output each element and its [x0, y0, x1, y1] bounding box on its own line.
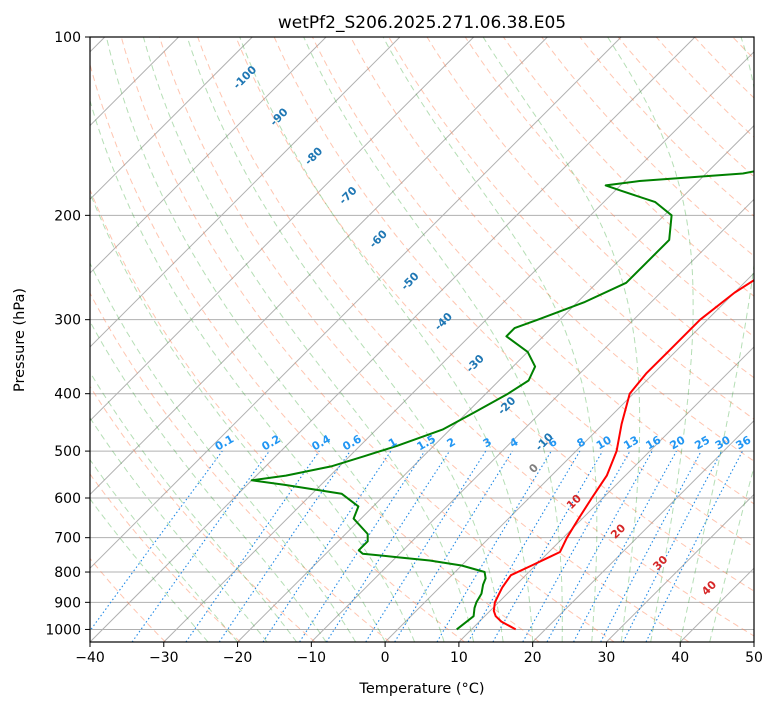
isotherm-line [458, 346, 754, 642]
moist-adiabat-line [105, 37, 445, 642]
dry-adiabat-line [502, 37, 754, 297]
dry-adiabat-line [90, 188, 465, 642]
chart-title: wetPf2_S206.2025.271.06.38.E05 [278, 13, 566, 33]
moist-adiabat-line [239, 37, 534, 642]
dry-adiabat-line [235, 37, 754, 592]
mixing-ratio-line [90, 450, 223, 632]
moist-adiabat-line [709, 465, 754, 642]
isotherm-line [384, 272, 754, 642]
profile-layer [250, 170, 754, 631]
x-tick-label: 50 [745, 650, 763, 666]
x-tick-label: 10 [450, 650, 468, 666]
isotherm-line [90, 37, 401, 348]
dry-adiabat-line [159, 37, 690, 642]
grid-layer [90, 37, 754, 642]
dewpoint-profile-line [250, 170, 754, 631]
mixing-ratio-layer [90, 450, 743, 642]
isotherm-line [90, 37, 475, 422]
mixing-ratio-line [185, 450, 320, 642]
moist-adiabat-line [90, 191, 386, 642]
x-tick-label: −30 [149, 650, 179, 666]
dry-adiabat-layer [90, 37, 754, 642]
y-tick-label: 400 [54, 387, 81, 403]
dry-adiabat-line [273, 37, 754, 548]
temperature-profile-line [492, 278, 754, 631]
moist-adiabat-line [382, 37, 598, 642]
dry-adiabat-line [350, 37, 754, 462]
isotherm-line [90, 37, 548, 496]
plot-frame [89, 36, 755, 643]
y-tick-label: 200 [54, 208, 81, 224]
mixing-ratio-line [394, 450, 513, 642]
dry-adiabat-line [90, 62, 540, 642]
moist-adiabat-line [142, 37, 475, 642]
moist-adiabat-line [90, 498, 209, 642]
x-tick-label: 20 [524, 650, 542, 666]
x-tick-label: −20 [223, 650, 253, 666]
y-tick-label: 700 [54, 531, 81, 547]
y-tick-label: 900 [54, 595, 81, 611]
dry-adiabat-line [388, 37, 754, 420]
dry-adiabat-line [120, 37, 615, 642]
moist-adiabat-line [482, 37, 641, 642]
dry-adiabat-line [90, 385, 316, 642]
moist-adiabat-line [607, 37, 694, 642]
x-tick-label: 0 [381, 650, 390, 666]
mixing-ratio-line [131, 450, 270, 642]
moist-adiabat-line [679, 37, 754, 642]
isotherm-line [237, 124, 754, 642]
isotherm-line [606, 493, 754, 642]
x-tick-label: −10 [297, 650, 327, 666]
y-tick-label: 1000 [45, 622, 81, 638]
mixing-ratio-line [262, 450, 392, 642]
mixing-ratio-line [218, 450, 351, 642]
y-tick-label: 100 [54, 30, 81, 46]
moist-adiabat-line [90, 99, 416, 642]
dry-adiabat-line [90, 292, 391, 642]
dry-adiabat-line [464, 37, 754, 338]
dry-adiabat-line [311, 37, 754, 505]
moist-adiabat-line [90, 262, 357, 642]
isotherm-line [90, 37, 696, 642]
dry-adiabat-line [197, 37, 754, 637]
y-tick-label: 300 [54, 313, 81, 329]
isotherm-line [90, 37, 253, 201]
x-axis-title: Temperature (°C) [358, 681, 484, 697]
mixing-ratio-line [645, 450, 743, 642]
x-tick-label: −40 [75, 650, 105, 666]
x-tick-label: 30 [598, 650, 616, 666]
isotherm-line [90, 37, 622, 569]
isotherm-line [163, 51, 754, 642]
moist-adiabat-line [90, 371, 297, 642]
mixing-ratio-line [573, 450, 677, 642]
axis-layer: −40 −30 −20 −10 0 10 20 30 40 50 100 200 300 400 500 60… [45, 30, 763, 666]
dry-adiabat-line [90, 473, 241, 642]
moist-adiabat-layer [90, 37, 754, 642]
moist-adiabat-line [303, 37, 563, 642]
y-tick-label: 800 [54, 565, 81, 581]
mixing-ratio-line [522, 450, 631, 642]
y-axis-title: Pressure (hPa) [12, 288, 28, 392]
mixing-ratio-line [325, 450, 450, 642]
moist-adiabat-line [90, 458, 238, 642]
moist-adiabat-line [90, 416, 268, 642]
y-tick-label: 500 [54, 444, 81, 460]
isotherm-line [90, 37, 327, 274]
x-tick-label: 40 [671, 650, 689, 666]
mixing-ratio-line [546, 450, 653, 642]
dry-adiabat-line [426, 37, 754, 379]
moist-adiabat-line [90, 320, 327, 642]
isotherm-line [532, 419, 754, 642]
y-tick-label: 600 [54, 491, 81, 507]
isotherm-line [310, 198, 754, 642]
mixing-ratio-line [299, 450, 426, 642]
